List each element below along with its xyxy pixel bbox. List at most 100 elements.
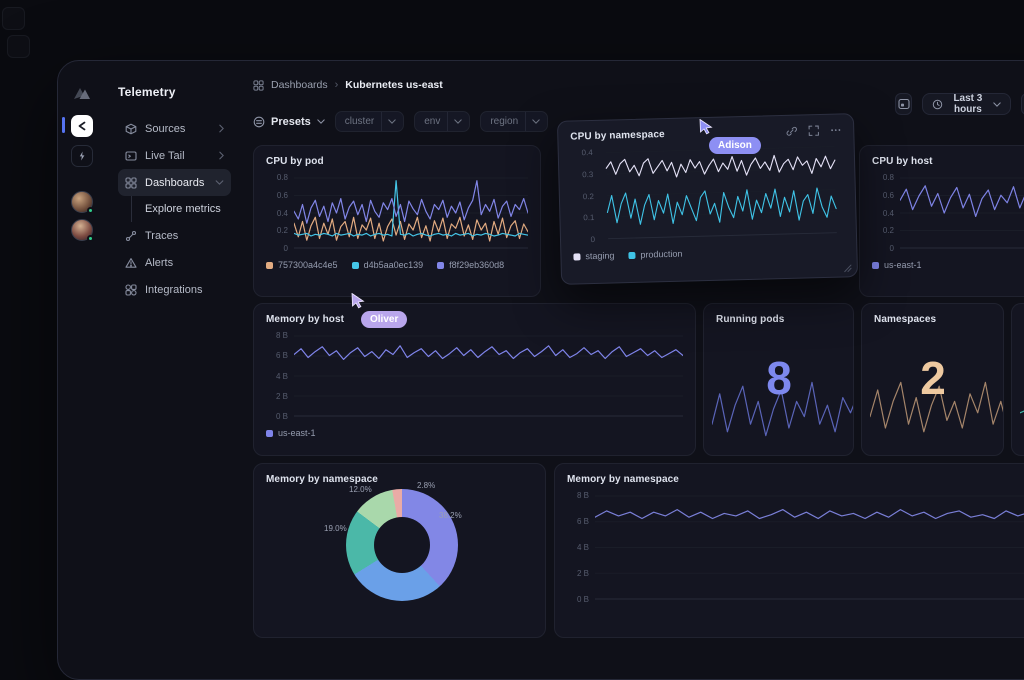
legend-item[interactable]: f8f29eb360d8 (437, 260, 504, 270)
chart-legend: us-east-1 (266, 428, 683, 438)
y-tick-label: 0.6 (882, 190, 894, 200)
line-chart[interactable] (595, 495, 1024, 600)
workspace-glyph-icon (78, 121, 86, 131)
sidebar-item-sources[interactable]: Sources (118, 115, 231, 142)
legend-item[interactable]: us-east-1 (872, 260, 922, 270)
legend-item[interactable]: staging (573, 250, 615, 262)
grid-icon (253, 79, 264, 91)
presets-label: Presets (271, 115, 311, 128)
filter-pill-cluster[interactable]: cluster (334, 111, 405, 132)
more-options-icon[interactable] (830, 124, 841, 135)
background-ghost-icon (2, 7, 25, 30)
y-tick-label: 0.8 (276, 173, 288, 182)
topbar: Dashboards › Kubernetes us-east Last 3 h… (253, 79, 1024, 115)
sidebar-item-label: Explore metrics (145, 203, 221, 215)
chart-card-cpu-by-namespace[interactable]: CPU by namespace 0.4 0.3 0.2 0.1 0 staging pr… (556, 113, 859, 285)
sidebar-item-live-tail[interactable]: Live Tail (118, 142, 231, 169)
sparkline-chart (712, 381, 853, 437)
legend-item[interactable]: d4b5aa0ec139 (351, 260, 424, 270)
y-tick-label: 8 B (275, 331, 288, 340)
breadcrumb: Dashboards › Kubernetes us-east (253, 79, 443, 91)
y-tick-label: 0.4 (581, 147, 593, 158)
panel-toggle-button[interactable] (895, 93, 913, 115)
sidebar-item-integrations[interactable]: Integrations (118, 276, 231, 303)
y-axis-labels: 0.8 0.6 0.4 0.2 0 (266, 173, 288, 253)
y-tick-label: 0.4 (276, 208, 288, 218)
stat-card-namespaces[interactable]: Namespaces 2 (861, 303, 1004, 456)
chart-card-memory-by-namespace-donut[interactable]: Memory by namespace 12.0% 2.8% 38.2% 19.… (253, 463, 546, 638)
legend-swatch (266, 429, 273, 437)
sidebar-item-label: Alerts (145, 256, 174, 269)
legend-label: us-east-1 (884, 260, 922, 270)
pie-label: 19.0% (324, 524, 347, 533)
legend-swatch (872, 261, 879, 269)
legend-label: staging (585, 250, 615, 262)
legend-swatch (437, 261, 445, 269)
workspace-switcher-active[interactable] (71, 115, 93, 137)
legend-item[interactable]: production (628, 249, 683, 260)
y-tick-label: 6 B (275, 351, 288, 361)
app-title: Telemetry (118, 85, 176, 99)
time-range-selector[interactable]: Last 3 hours (922, 93, 1011, 115)
chevron-down-icon (381, 112, 403, 131)
donut-chart[interactable] (346, 489, 458, 601)
refresh-button[interactable] (1020, 93, 1024, 115)
sidebar-item-traces[interactable]: Traces (118, 222, 231, 249)
line-chart[interactable] (599, 145, 844, 240)
sidebar-item-label: Integrations (145, 283, 203, 296)
y-axis-labels: 0.4 0.3 0.2 0.1 0 (571, 148, 596, 245)
sidebar-item-alerts[interactable]: Alerts (118, 249, 231, 276)
breadcrumb-separator: › (334, 79, 339, 91)
card-title: CPU by pod (266, 156, 324, 167)
legend-swatch (266, 261, 273, 269)
expand-icon[interactable] (808, 125, 819, 136)
avatar[interactable] (71, 219, 94, 242)
chevron-down-icon (992, 101, 1001, 107)
y-axis-labels: 8 B 6 B 4 B 2 B 0 B (266, 331, 288, 421)
sidebar-item-explore-metrics[interactable]: Explore metrics (131, 196, 231, 222)
legend-item[interactable]: 757300a4c4e5 (266, 260, 338, 270)
sidebar-item-dashboards[interactable]: Dashboards (118, 169, 231, 196)
sidebar-item-label: Traces (145, 229, 179, 242)
bolt-icon (79, 151, 85, 161)
clock-icon (932, 99, 943, 110)
sidebar-item-label: Dashboards (145, 176, 205, 189)
line-chart[interactable] (294, 177, 528, 249)
y-tick-label: 4 B (275, 371, 288, 381)
stat-card-running-pods[interactable]: Running pods 8 (703, 303, 854, 456)
card-title: CPU by namespace (570, 129, 665, 143)
link-icon[interactable] (786, 126, 797, 137)
legend-item[interactable]: us-east-1 (266, 428, 316, 438)
pie-label: 12.0% (349, 485, 372, 494)
filter-pill-region[interactable]: region (480, 111, 549, 132)
chart-card-memory-by-namespace-line[interactable]: Memory by namespace 8 B 6 B 4 B 2 B 0 B (554, 463, 1024, 638)
line-chart[interactable] (900, 177, 1024, 249)
stat-card-hosts[interactable]: Hosts (1011, 303, 1024, 456)
y-tick-label: 0.8 (882, 173, 894, 182)
chart-card-cpu-by-pod[interactable]: CPU by pod 0.8 0.6 0.4 0.2 0 757300a4c4e5 d4b… (253, 145, 541, 297)
card-title: Namespaces (874, 314, 937, 325)
stat-value: 8 (766, 352, 792, 404)
filter-bar: Presets cluster env region (253, 111, 549, 132)
breadcrumb-current: Kubernetes us-east (345, 79, 443, 91)
avatar[interactable] (71, 191, 94, 214)
chart-card-cpu-by-host[interactable]: CPU by host 0.8 0.6 0.4 0.2 0 us-east-1 (859, 145, 1024, 297)
background-ghost-icon (7, 35, 30, 58)
line-chart[interactable] (294, 335, 683, 417)
resize-handle[interactable] (844, 264, 852, 273)
y-tick-label: 0 (283, 244, 288, 253)
workspace-switcher-secondary[interactable] (71, 145, 93, 167)
presets-selector[interactable]: Presets (253, 116, 325, 128)
sparkline-chart (1020, 410, 1024, 414)
icon-rail (58, 61, 106, 679)
breadcrumb-section[interactable]: Dashboards (271, 79, 328, 91)
time-range-label: Last 3 hours (953, 93, 983, 115)
sidebar-item-label: Sources (145, 122, 186, 135)
legend-label: d4b5aa0ec139 (363, 260, 424, 270)
chart-card-memory-by-host[interactable]: Memory by host 8 B 6 B 4 B 2 B 0 B us-east-1 (253, 303, 696, 456)
stat-value: 2 (920, 352, 946, 404)
y-tick-label: 4 B (576, 543, 589, 552)
presence-dot (87, 235, 94, 242)
filter-pill-env[interactable]: env (414, 111, 471, 132)
y-tick-label: 0 B (576, 595, 589, 604)
